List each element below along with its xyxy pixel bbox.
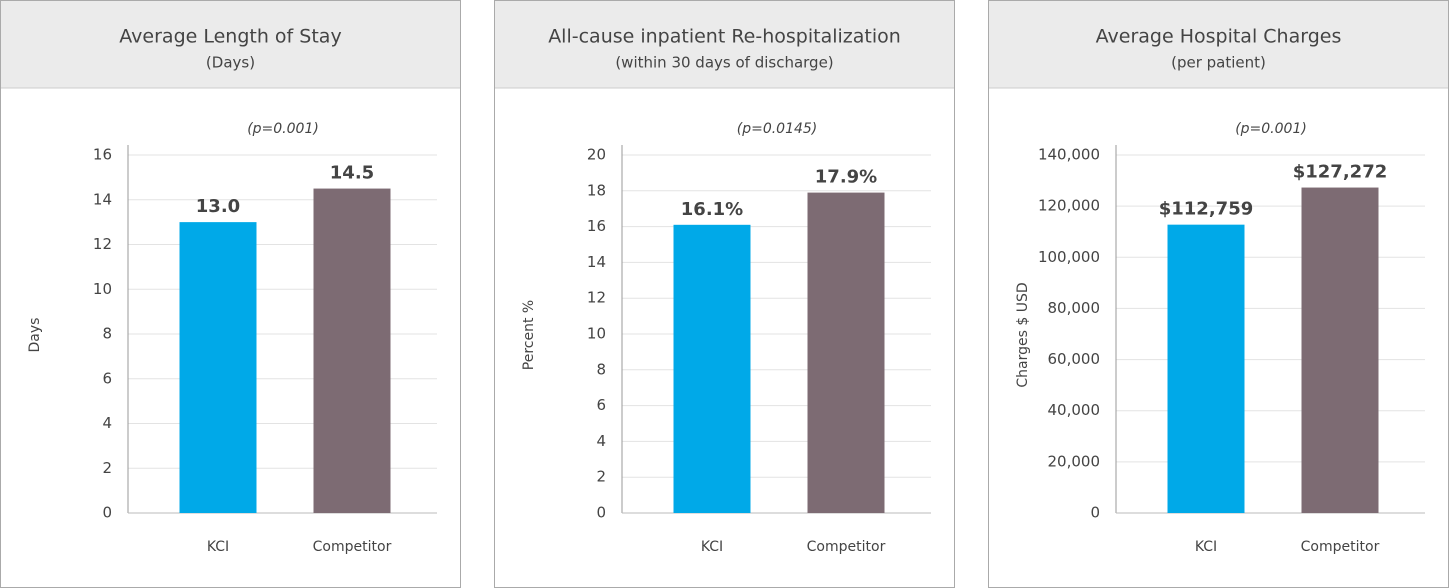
bar <box>1167 224 1245 514</box>
y-tick-label: 16 <box>587 217 606 235</box>
y-tick-label: 10 <box>587 325 606 343</box>
value-label: 16.1% <box>681 199 743 220</box>
chart-subtitle: (per patient) <box>1171 54 1266 72</box>
chart-title: Average Hospital Charges <box>1096 26 1342 48</box>
value-label: $112,759 <box>1159 199 1254 220</box>
y-tick-label: 14 <box>587 253 606 271</box>
chart-subtitle: (Days) <box>206 54 255 72</box>
y-tick-label: 0 <box>102 504 112 522</box>
value-label: $127,272 <box>1293 162 1388 183</box>
bar <box>673 224 751 513</box>
y-tick-label: 8 <box>102 325 112 343</box>
y-tick-label: 100,000 <box>1038 248 1100 266</box>
y-tick-label: 40,000 <box>1048 401 1101 419</box>
y-tick-label: 12 <box>93 235 112 253</box>
y-tick-label: 14 <box>93 190 112 208</box>
y-tick-label: 80,000 <box>1048 299 1101 317</box>
x-tick-label: Competitor <box>313 539 392 555</box>
y-tick-label: 6 <box>102 369 112 387</box>
y-tick-label: 2 <box>596 468 606 486</box>
value-label: 14.5 <box>330 163 374 184</box>
x-tick-label: Competitor <box>807 539 886 555</box>
annotation: (p=0.001) <box>1235 121 1307 137</box>
annotation: (p=0.0145) <box>737 121 818 137</box>
x-tick-label: Competitor <box>1301 539 1380 555</box>
y-tick-label: 12 <box>587 289 606 307</box>
bar <box>179 222 257 513</box>
y-tick-label: 18 <box>587 181 606 199</box>
x-tick-label: KCI <box>207 539 229 555</box>
y-axis-label: Days <box>27 318 43 353</box>
value-label: 13.0 <box>196 196 240 217</box>
y-tick-label: 4 <box>596 432 606 450</box>
bar <box>1301 187 1379 514</box>
chart-panel: All-cause inpatient Re-hospitalization (w… <box>494 0 955 588</box>
y-axis-label: Charges $ USD <box>1015 282 1031 387</box>
chart-subtitle: (within 30 days of discharge) <box>615 54 833 72</box>
header-band <box>1 1 460 88</box>
header-band <box>495 1 954 88</box>
chart-title: All-cause inpatient Re-hospitalization <box>548 26 901 48</box>
y-tick-label: 20 <box>587 146 606 164</box>
annotation: (p=0.001) <box>247 121 319 137</box>
bar <box>313 188 391 513</box>
y-tick-label: 0 <box>1090 504 1100 522</box>
bar <box>807 192 885 513</box>
y-tick-label: 140,000 <box>1038 146 1100 164</box>
y-axis-label: Percent % <box>521 300 537 370</box>
y-tick-label: 8 <box>596 360 606 378</box>
x-tick-label: KCI <box>1195 539 1217 555</box>
header-band <box>989 1 1448 88</box>
y-tick-label: 10 <box>93 280 112 298</box>
value-label: 17.9% <box>815 167 877 188</box>
x-tick-label: KCI <box>701 539 723 555</box>
chart-panel: Average Length of Stay (Days) (p=0.001) Day… <box>0 0 461 588</box>
y-tick-label: 2 <box>102 459 112 477</box>
y-tick-label: 4 <box>102 414 112 432</box>
y-tick-label: 0 <box>596 504 606 522</box>
chart-panel: Average Hospital Charges (per patient) (p=… <box>988 0 1449 588</box>
y-tick-label: 60,000 <box>1048 350 1101 368</box>
y-tick-label: 20,000 <box>1048 452 1101 470</box>
y-tick-label: 6 <box>596 396 606 414</box>
y-tick-label: 120,000 <box>1038 197 1100 215</box>
y-tick-label: 16 <box>93 146 112 164</box>
chart-title: Average Length of Stay <box>119 26 341 48</box>
